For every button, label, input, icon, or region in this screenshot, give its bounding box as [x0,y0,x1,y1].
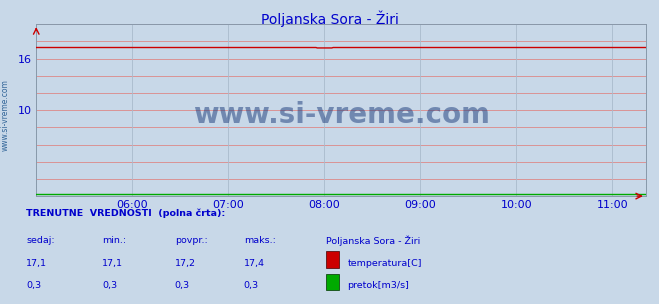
Text: 0,3: 0,3 [175,281,190,290]
Text: 0,3: 0,3 [244,281,259,290]
Text: TRENUTNE  VREDNOSTI  (polna črta):: TRENUTNE VREDNOSTI (polna črta): [26,208,225,218]
Text: www.si-vreme.com: www.si-vreme.com [192,101,490,130]
Text: pretok[m3/s]: pretok[m3/s] [347,281,409,290]
Text: min.:: min.: [102,236,127,245]
Text: 17,1: 17,1 [102,259,123,268]
Text: 17,2: 17,2 [175,259,196,268]
Text: temperatura[C]: temperatura[C] [347,259,422,268]
Text: Poljanska Sora - Žiri: Poljanska Sora - Žiri [326,236,420,246]
Text: 17,4: 17,4 [244,259,265,268]
Text: 0,3: 0,3 [102,281,117,290]
Text: www.si-vreme.com: www.si-vreme.com [1,80,10,151]
Text: maks.:: maks.: [244,236,275,245]
Text: 17,1: 17,1 [26,259,47,268]
Text: povpr.:: povpr.: [175,236,208,245]
Text: sedaj:: sedaj: [26,236,55,245]
Text: 0,3: 0,3 [26,281,42,290]
Text: Poljanska Sora - Žiri: Poljanska Sora - Žiri [260,11,399,27]
